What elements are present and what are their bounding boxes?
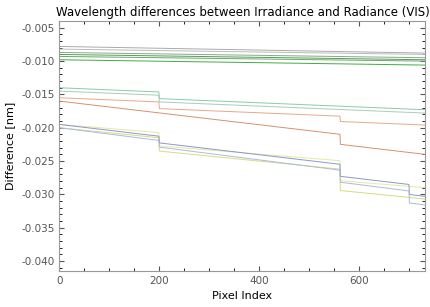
Title: Wavelength differences between Irradiance and Radiance (VIS): Wavelength differences between Irradianc… xyxy=(55,6,428,18)
Y-axis label: Difference [nm]: Difference [nm] xyxy=(6,102,15,190)
X-axis label: Pixel Index: Pixel Index xyxy=(212,291,272,301)
